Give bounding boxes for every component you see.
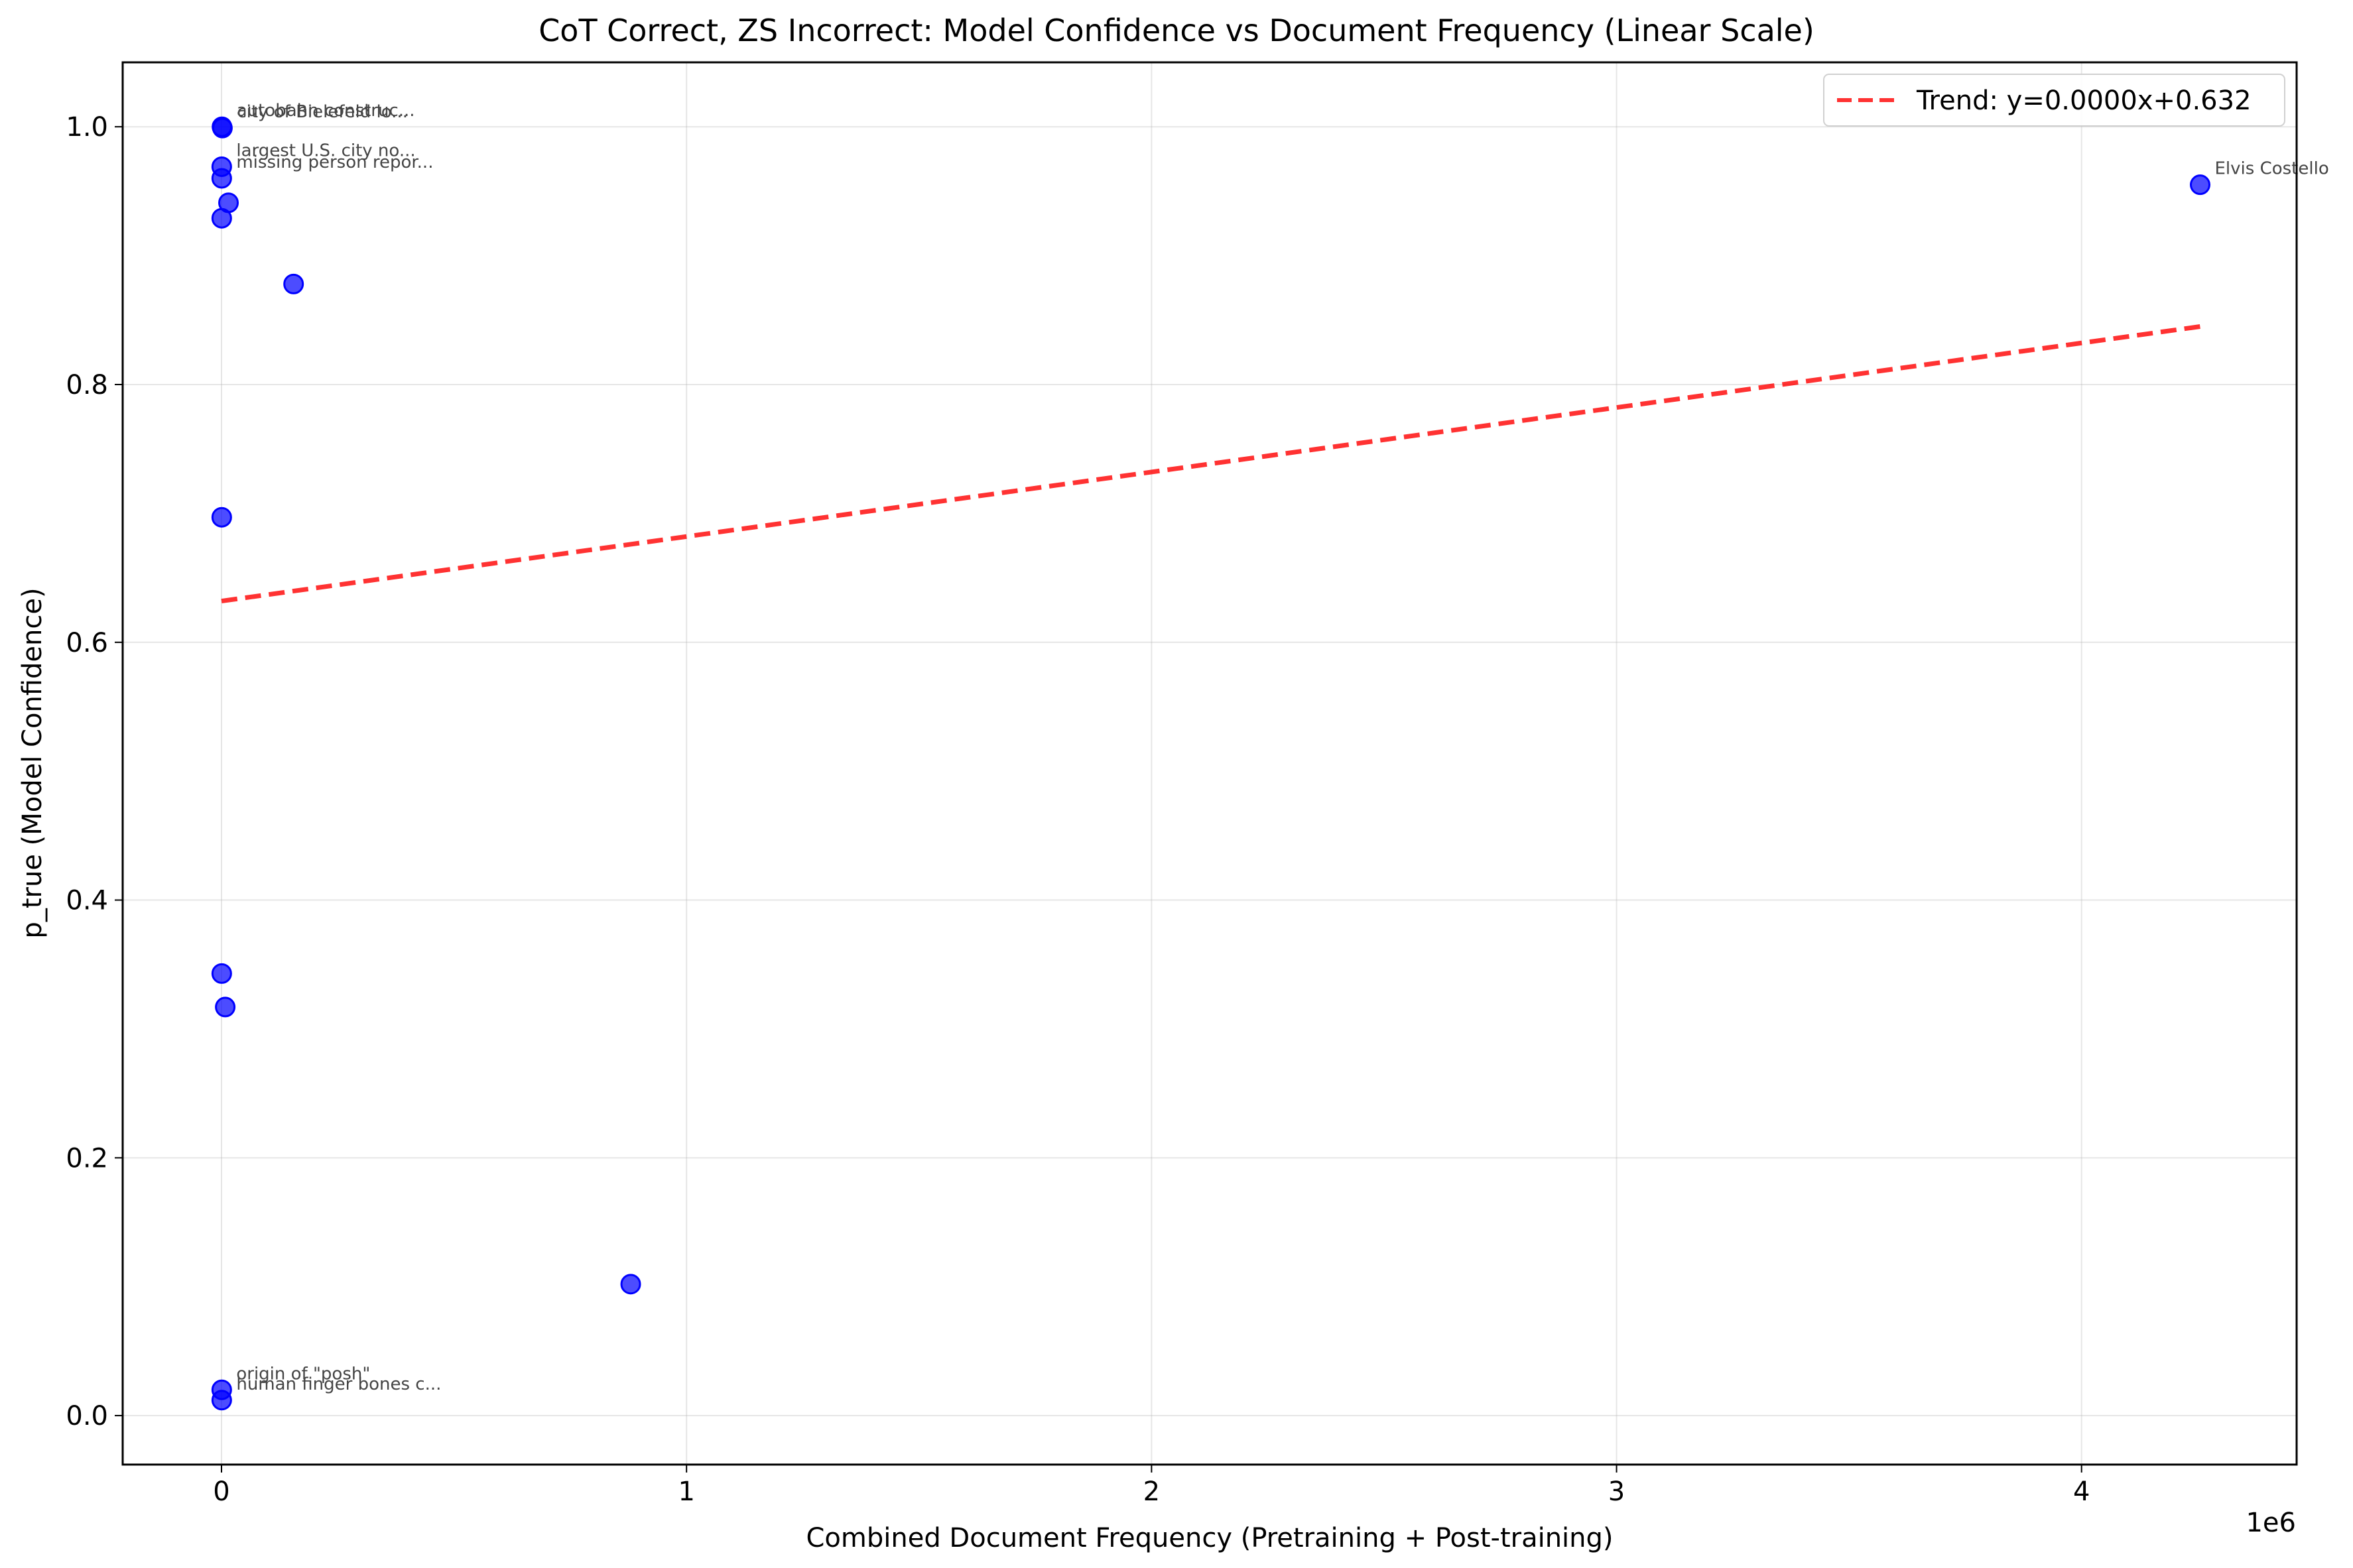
y-tick-label: 0.0	[66, 1401, 108, 1431]
legend-trend-label: Trend: y=0.0000x+0.632	[1916, 86, 2252, 116]
data-point	[212, 117, 233, 139]
y-tick-label: 1.0	[66, 112, 108, 143]
data-point-label: autobahn construc...	[237, 101, 415, 121]
data-point-label: human finger bones c...	[236, 1374, 441, 1394]
y-axis-label: p_true (Model Confidence)	[17, 587, 48, 938]
x-tick-label: 1	[678, 1477, 694, 1507]
y-tick-label: 0.8	[66, 370, 108, 400]
data-point	[211, 507, 232, 528]
data-point	[211, 1390, 232, 1411]
data-point-label: origin of "posh"	[236, 1364, 370, 1384]
x-tick-label: 3	[1608, 1477, 1625, 1507]
data-point-label: Elvis Costello	[2215, 159, 2329, 179]
x-axis-label: Combined Document Frequency (Pretraining…	[806, 1523, 1613, 1553]
x-axis-offset-label: 1e6	[2246, 1508, 2296, 1538]
grid	[123, 62, 2297, 1465]
x-axis-ticks: 0 1 2 3 4	[213, 1465, 2090, 1507]
data-point	[620, 1274, 641, 1295]
data-point	[211, 208, 232, 229]
x-tick-label: 2	[1143, 1477, 1160, 1507]
y-tick-label: 0.2	[66, 1143, 108, 1174]
point-labels: autobahn construc...city of Bielefeld lo…	[236, 101, 2328, 1394]
x-tick-label: 0	[213, 1477, 229, 1507]
y-tick-label: 0.4	[66, 886, 108, 916]
y-axis-ticks: 0.0 0.2 0.4 0.6 0.8 1.0	[66, 112, 123, 1431]
data-point	[211, 168, 232, 189]
data-point-label: city of Bielefeld lo...	[237, 102, 408, 122]
data-point	[215, 996, 236, 1018]
data-point-label: missing person repor...	[236, 152, 433, 172]
chart-title: CoT Correct, ZS Incorrect: Model Confide…	[539, 13, 1814, 48]
data-point-label: largest U.S. city no...	[236, 141, 415, 160]
data-point	[211, 963, 232, 984]
y-tick-label: 0.6	[66, 628, 108, 658]
x-tick-label: 4	[2073, 1477, 2090, 1507]
plot-frame	[121, 61, 2298, 1466]
points-layer	[211, 116, 2211, 1411]
data-point	[2190, 174, 2211, 196]
legend-box	[1823, 74, 2285, 127]
legend: Trend: y=0.0000x+0.632	[1823, 74, 2285, 127]
data-point	[283, 273, 304, 294]
